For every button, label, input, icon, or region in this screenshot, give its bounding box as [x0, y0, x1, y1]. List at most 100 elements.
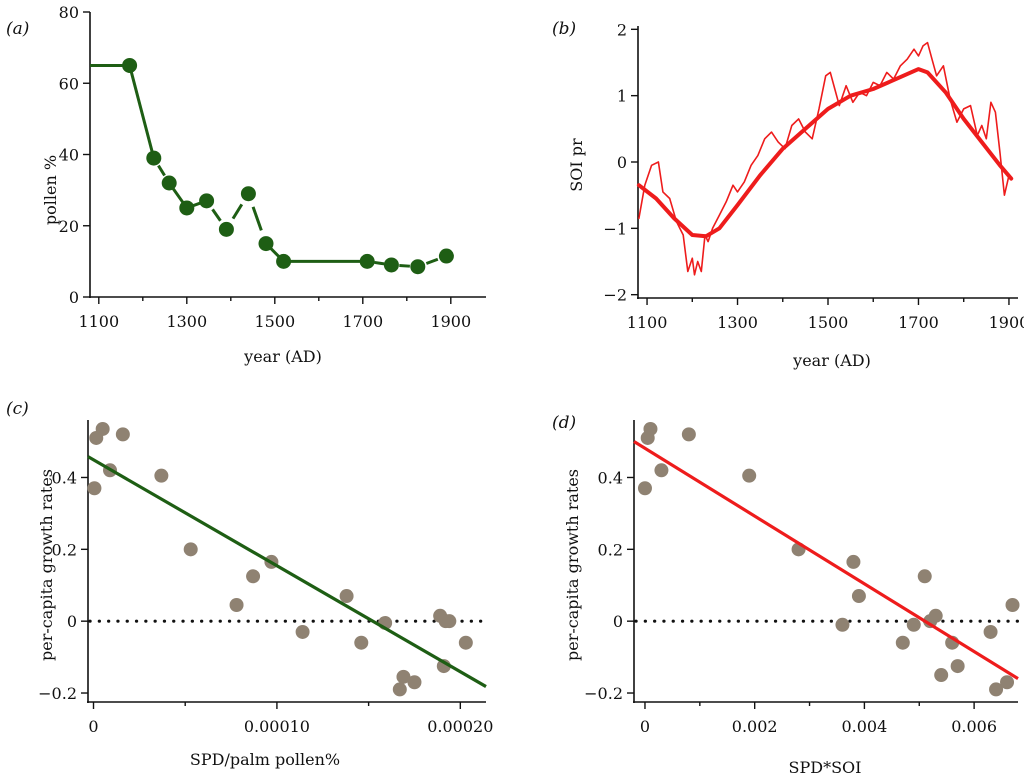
data-point	[681, 427, 696, 442]
data-point	[383, 257, 399, 273]
data-point	[339, 589, 354, 604]
panel-c-axes	[87, 420, 486, 703]
data-point	[240, 186, 256, 202]
regression-line	[87, 455, 487, 688]
y-tick-label: −1	[603, 219, 627, 238]
x-tick-label: 0	[88, 717, 98, 736]
series-segment	[211, 208, 222, 222]
series-segment	[231, 203, 244, 220]
data-point	[354, 635, 369, 650]
panel-a-label: (a)	[6, 19, 29, 39]
data-point	[183, 542, 198, 557]
panel-a-ylabel: pollen %	[41, 155, 60, 225]
data-point	[989, 682, 1004, 697]
x-tick-label: 1100	[627, 313, 668, 332]
data-point	[122, 57, 138, 73]
regression-line	[633, 440, 1019, 681]
panel-a-xlabel: year (AD)	[243, 347, 322, 366]
data-point	[438, 248, 454, 264]
data-point	[906, 617, 921, 632]
data-point	[146, 150, 162, 166]
data-point	[154, 468, 169, 483]
panel-b-label: (b)	[552, 19, 576, 39]
x-tick-label: 1100	[78, 312, 119, 331]
y-tick-label: 0	[613, 612, 623, 631]
panel-d-axes	[633, 420, 1018, 703]
panel-c-ticks: −0.2 0 0.2 0.4 0 0.00010 0.00020	[38, 468, 493, 736]
data-point	[654, 463, 669, 478]
data-point	[1000, 675, 1015, 690]
x-tick-label: 0	[640, 717, 650, 736]
y-tick-label: −0.2	[38, 684, 77, 703]
y-tick-label: 1	[617, 87, 627, 106]
y-tick-label: 0.2	[598, 540, 623, 559]
series-segment	[399, 263, 410, 268]
data-point	[392, 682, 407, 697]
data-point	[218, 221, 234, 237]
data-point	[934, 668, 949, 683]
y-tick-label: 60	[59, 74, 79, 93]
x-tick-label: 1300	[166, 312, 207, 331]
panel-d-series	[633, 421, 1020, 697]
data-point	[115, 427, 130, 442]
x-tick-label: 1500	[254, 312, 295, 331]
x-tick-label: 1900	[430, 312, 471, 331]
data-point	[295, 624, 310, 639]
panel-c-ylabel: per-capita growth rates	[37, 469, 56, 661]
x-tick-label: 1700	[342, 312, 383, 331]
data-point	[458, 635, 473, 650]
x-tick-label: 1300	[717, 313, 758, 332]
data-point	[179, 200, 195, 216]
x-tick-label: 0.00010	[244, 717, 310, 736]
y-tick-label: 0.4	[598, 468, 623, 487]
smoothed-series-line	[636, 67, 1014, 239]
series-segment	[425, 257, 439, 265]
panel-b-xlabel: year (AD)	[792, 351, 871, 370]
data-point	[161, 175, 177, 191]
data-point	[950, 659, 965, 674]
panel-d-ylabel: per-capita growth rates	[563, 469, 582, 661]
y-tick-label: 40	[59, 146, 79, 165]
y-tick-label: 0.4	[52, 468, 77, 487]
data-point	[742, 468, 757, 483]
panel-b-ylabel: SOI pr	[567, 138, 586, 192]
panel-b-series	[636, 41, 1014, 276]
data-point	[359, 253, 375, 269]
data-point	[637, 481, 652, 496]
data-point	[199, 193, 215, 209]
series-segment	[251, 206, 263, 231]
data-point	[229, 598, 244, 613]
series-segment	[374, 260, 385, 266]
data-point	[258, 236, 274, 252]
panel-c-xlabel: SPD/palm pollen%	[190, 750, 340, 769]
y-tick-label: 0	[69, 288, 79, 307]
data-point	[276, 253, 292, 269]
series-segment	[157, 164, 166, 177]
panel-c-label: (c)	[6, 399, 29, 419]
y-tick-label: 80	[59, 3, 79, 22]
x-tick-label: 1900	[989, 313, 1024, 332]
y-tick-label: 2	[617, 20, 627, 39]
data-point	[87, 481, 102, 496]
data-point	[396, 669, 411, 684]
y-tick-label: 20	[59, 217, 79, 236]
data-point	[407, 675, 422, 690]
panel-b-ticks: −2 −1 0 1 2 1100 1300 1500 1700 1900	[603, 20, 1024, 332]
data-point	[846, 554, 861, 569]
panel-d-label: (d)	[552, 413, 576, 433]
y-tick-label: 0	[67, 612, 77, 631]
data-point	[895, 635, 910, 650]
x-tick-label: 1500	[808, 313, 849, 332]
data-point	[643, 421, 658, 436]
panel-c-series	[87, 421, 488, 697]
panel-d: (d) per-capita growth rates SPD*SOI −0.2…	[552, 413, 1020, 777]
panel-a-ticks: 0 20 40 60 80 1100 1300 1500 1700 1900	[59, 3, 472, 331]
panel-a-series	[90, 57, 454, 275]
panel-d-ticks: −0.2 0 0.2 0.4 0 0.002 0.004 0.006	[584, 468, 997, 736]
panel-c: (c) per-capita growth rates SPD/palm pol…	[6, 399, 493, 769]
panel-d-xlabel: SPD*SOI	[789, 758, 862, 777]
data-point	[917, 569, 932, 584]
data-point	[835, 617, 850, 632]
y-tick-label: 0	[617, 153, 627, 172]
